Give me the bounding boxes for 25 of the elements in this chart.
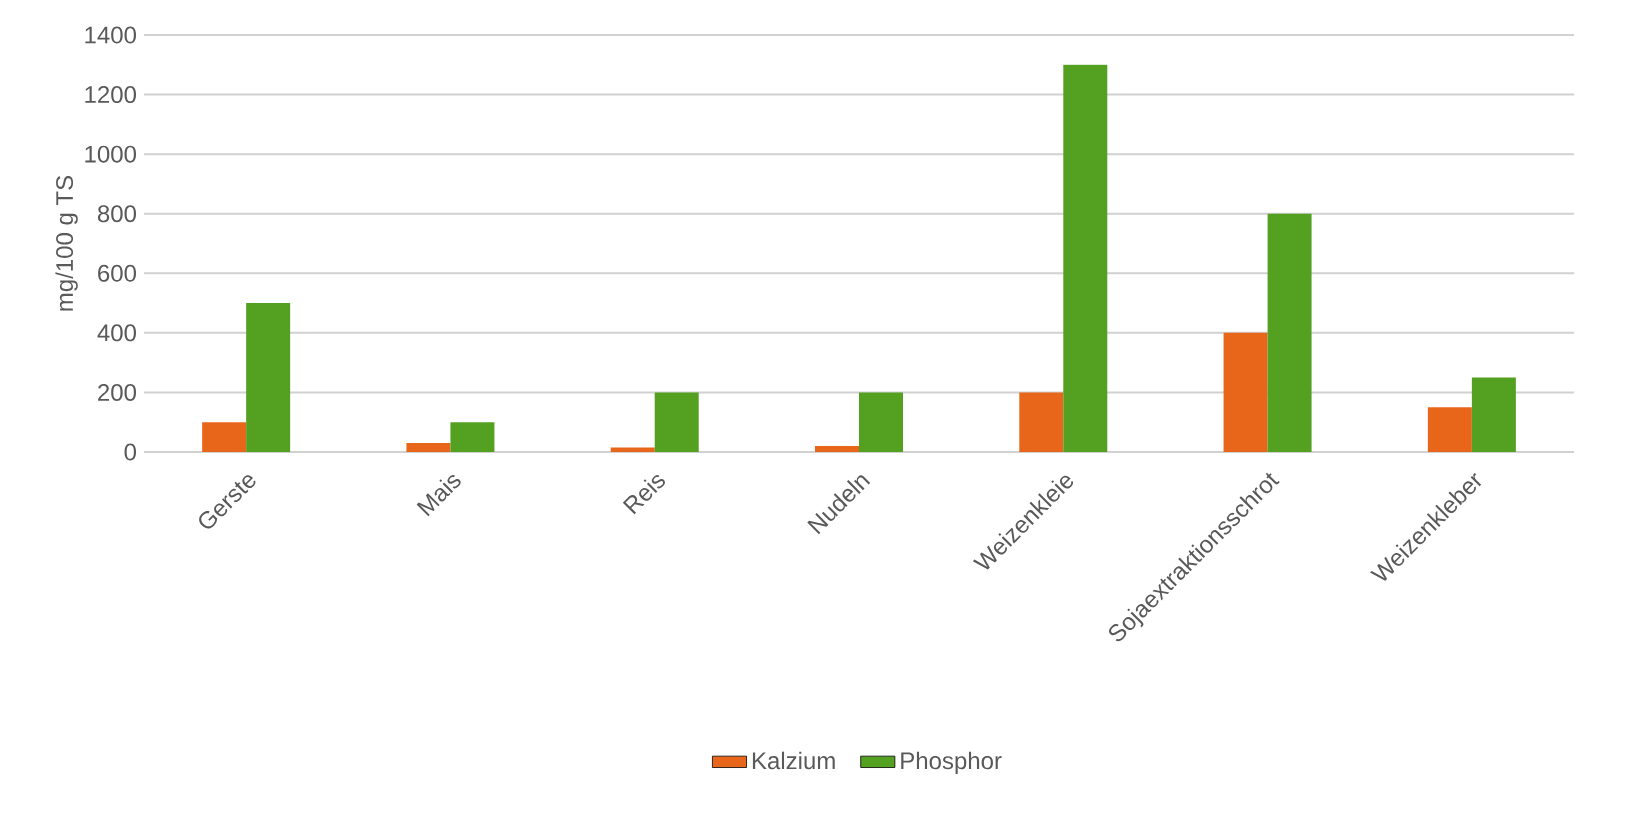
bar — [1063, 64, 1108, 452]
y-tick-label: 1400 — [85, 26, 136, 44]
y-tick-label: 800 — [97, 205, 137, 223]
y-tick-label: 400 — [97, 324, 137, 342]
bar — [1267, 213, 1312, 452]
y-tick-label: 600 — [98, 264, 137, 282]
bar — [1427, 407, 1472, 452]
x-tick-label: Reis — [622, 475, 665, 515]
bar — [246, 303, 291, 452]
bar — [406, 443, 451, 452]
y-tick-label: 1000 — [85, 145, 136, 163]
y-tick-label: 0 — [124, 443, 137, 461]
bar — [202, 422, 247, 452]
bar — [1223, 332, 1268, 452]
bar — [654, 392, 699, 452]
legend-label: Kalzium — [752, 751, 835, 770]
bar — [450, 422, 495, 452]
y-tick-label: 200 — [98, 383, 137, 401]
y-axis-title: mg/100 g TS — [55, 175, 78, 311]
bar — [815, 446, 860, 452]
bar — [1471, 377, 1516, 452]
bar — [1019, 392, 1064, 452]
bar — [859, 392, 904, 452]
legend-label: Phosphor — [901, 751, 1002, 775]
y-tick-label: 1200 — [85, 86, 136, 104]
